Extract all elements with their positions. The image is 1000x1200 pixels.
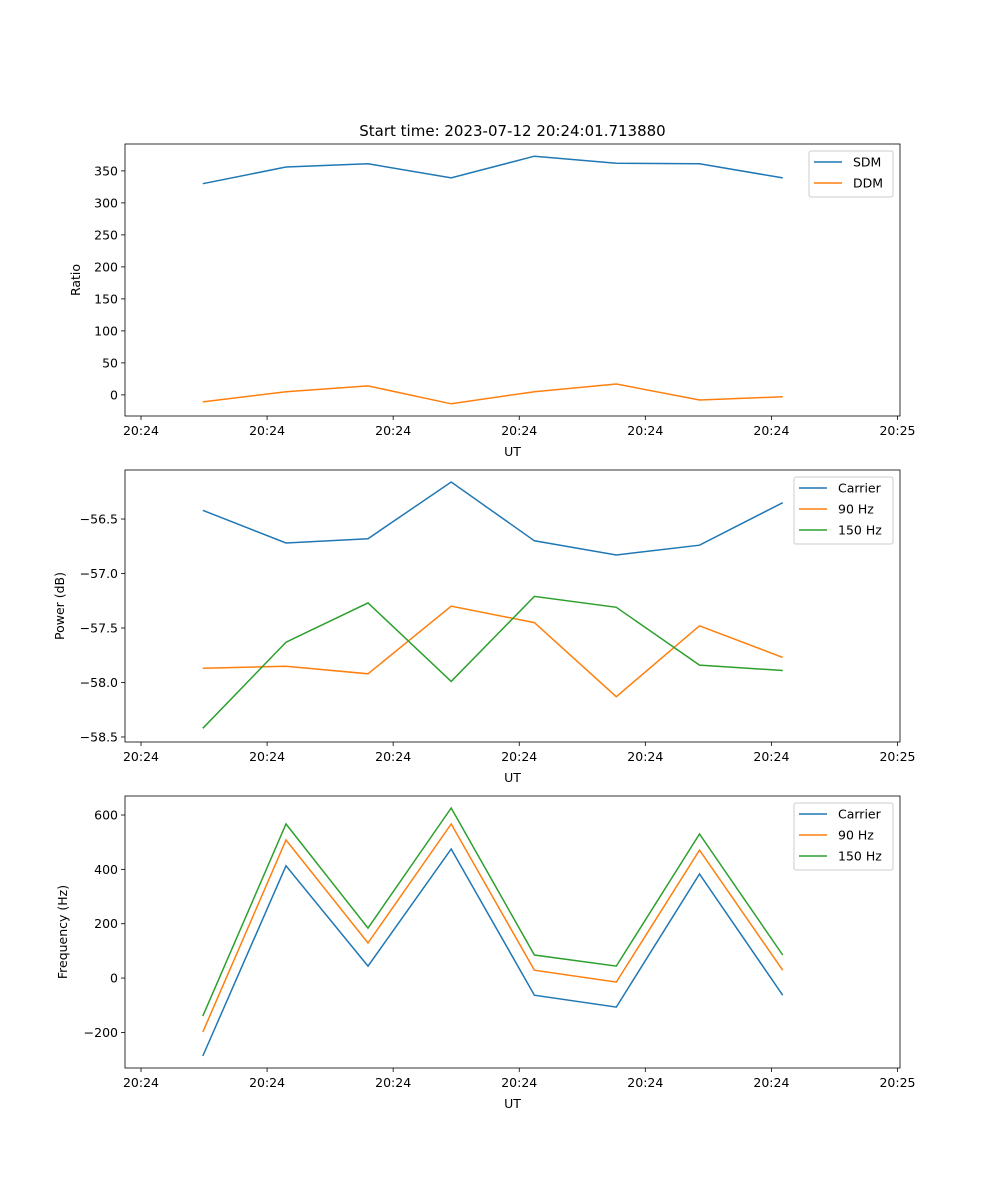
axes-frame [124,143,901,417]
legend-box [793,476,894,545]
y-tick-label: 200 [94,259,118,274]
legend-box [793,802,894,871]
x-tick-label: 20:25 [879,423,915,438]
x-tick-label: 20:24 [249,423,285,438]
y-tick-label: −200 [84,1025,118,1040]
subplot-3: 20:24 20:24 20:24 20:24 20:24 20:24 20:25 −200 0… [55,795,915,1111]
x-tick-label: 20:24 [249,749,285,764]
legend-label: 90 Hz [838,828,874,843]
x-tick-label: 20:24 [501,749,537,764]
x-tick-label: 20:25 [879,749,915,764]
legend-label: SDM [853,155,881,170]
x-tick-label: 20:24 [627,1075,663,1090]
legend: Carrier 90 Hz 150 Hz [793,802,894,871]
y-tick-label: −57.5 [80,621,118,636]
x-tick-label: 20:24 [249,1075,285,1090]
y-tick-label: 200 [94,916,118,931]
legend-label: 150 Hz [838,849,882,864]
legend: Carrier 90 Hz 150 Hz [793,476,894,545]
x-tick-label: 20:24 [375,1075,411,1090]
x-tick-label: 20:24 [753,1075,789,1090]
y-tick-label: −58.5 [80,729,118,744]
legend-label: 150 Hz [838,523,882,538]
x-axis-label: UT [504,444,521,459]
series-line-carrier [202,847,784,1057]
y-tick-label: 150 [94,291,118,306]
y-tick-label: 0 [110,971,118,986]
x-tick-label: 20:24 [627,749,663,764]
x-tick-label: 20:24 [375,749,411,764]
y-tick-label: 250 [94,227,118,242]
chart-title: Start time: 2023-07-12 20:24:01.713880 [359,122,665,140]
y-tick-label: 400 [94,862,118,877]
y-axis-label: Ratio [68,264,83,296]
axes-frame [124,795,901,1069]
legend-label: 90 Hz [838,502,874,517]
x-tick-label: 20:24 [375,423,411,438]
y-tick-label: 50 [102,355,118,370]
y-tick-label: 300 [94,195,118,210]
y-tick-label: −58.0 [80,675,118,690]
y-axis-label: Frequency (Hz) [55,885,70,979]
y-tick-label: 100 [94,323,118,338]
x-tick-label: 20:24 [123,1075,159,1090]
legend-label: Carrier [838,807,882,822]
x-tick-label: 20:24 [123,423,159,438]
x-tick-label: 20:24 [123,749,159,764]
x-tick-label: 20:24 [501,423,537,438]
series-line-90-hz [202,822,784,1033]
y-tick-label: 350 [94,163,118,178]
y-tick-label: −56.5 [80,512,118,527]
legend-label: Carrier [838,481,882,496]
series-line-carrier [202,481,784,556]
series-line-150-hz [202,595,783,729]
x-tick-label: 20:24 [753,423,789,438]
x-axis-label: UT [504,770,521,785]
series-line-sdm [202,155,783,185]
x-tick-label: 20:24 [753,749,789,764]
series-line-ddm [202,383,783,405]
y-tick-label: 0 [110,387,118,402]
x-tick-label: 20:24 [627,423,663,438]
y-tick-label: −57.0 [80,566,118,581]
y-tick-label: 600 [94,808,118,823]
series-line-90-hz [202,605,783,698]
subplot-2: 20:24 20:24 20:24 20:24 20:24 20:24 20:25 −58.5… [52,469,915,785]
axes-frame [124,469,901,743]
subplot-1: Start time: 2023-07-12 20:24:01.713880 20… [68,122,915,459]
x-tick-label: 20:24 [501,1075,537,1090]
series-line-150-hz [202,806,784,1017]
legend: SDM DDM [808,150,894,198]
x-tick-label: 20:25 [879,1075,915,1090]
x-axis-label: UT [504,1096,521,1111]
y-axis-label: Power (dB) [52,572,67,640]
legend-label: DDM [853,176,883,191]
